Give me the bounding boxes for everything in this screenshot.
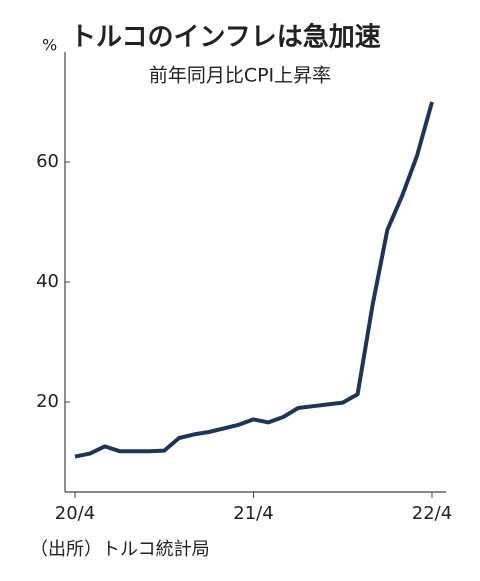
chart-subtitle: 前年同月比CPI上昇率 (149, 65, 331, 87)
y-tick-label: 20 (36, 391, 59, 412)
x-tick-label: 21/4 (233, 503, 273, 524)
x-tick-label: 22/4 (412, 503, 452, 524)
source-note: （出所）トルコ統計局 (30, 539, 210, 560)
data-line (74, 101, 434, 459)
y-tick-label: 40 (36, 271, 59, 292)
y-tick-label: 60 (36, 151, 59, 172)
x-tick-label: 20/4 (55, 503, 95, 524)
y-unit: % (42, 36, 57, 55)
chart-title: トルコのインフレは急加速 (70, 23, 381, 53)
